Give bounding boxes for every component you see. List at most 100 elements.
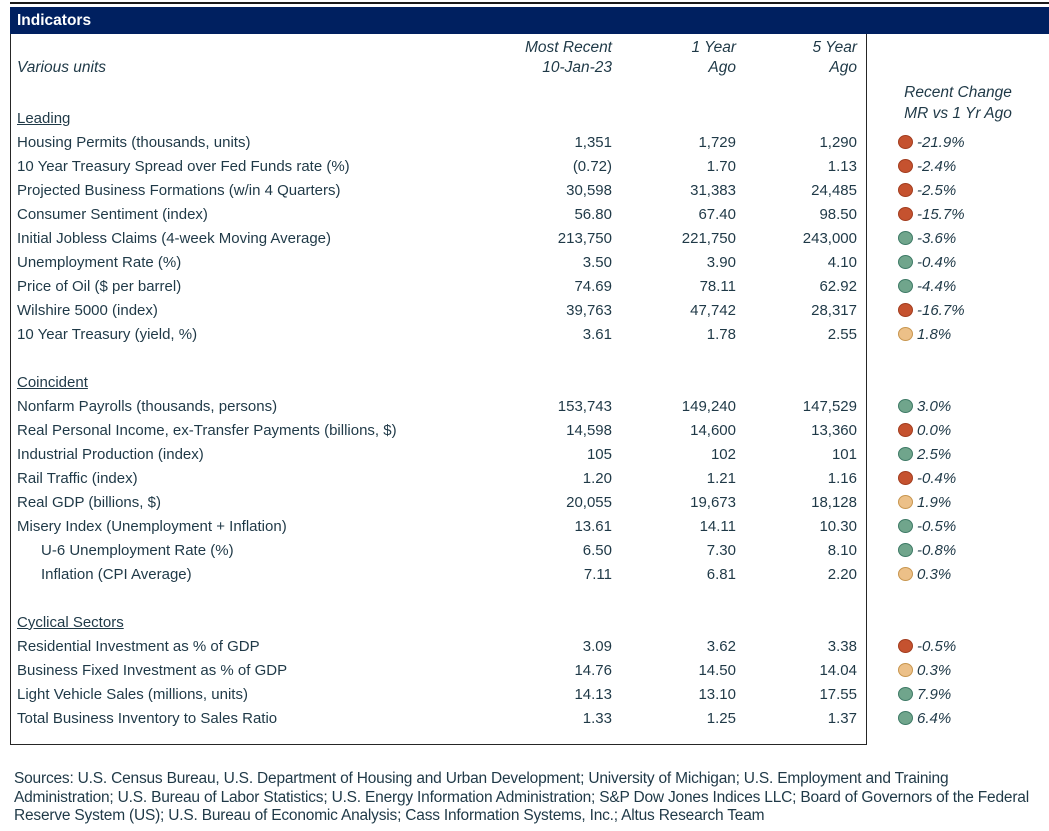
table-row: Misery Index (Unemployment + Inflation) … — [10, 514, 1049, 538]
green-status-dot-icon — [898, 231, 913, 245]
green-status-dot-icon — [898, 687, 913, 701]
recent-change-cell: 6.4% — [857, 710, 1049, 727]
recent-change-cell: -2.5% — [857, 182, 1049, 199]
indicator-label: Wilshire 5000 (index) — [17, 301, 158, 319]
table-row: Business Fixed Investment as % of GDP 14… — [10, 658, 1049, 682]
value-1-year-ago: 1.78 — [706, 325, 736, 343]
value-most-recent: 14.76 — [574, 661, 612, 679]
recent-change-cell: 0.0% — [857, 422, 1049, 439]
value-most-recent: 14.13 — [574, 685, 612, 703]
red-status-dot-icon — [898, 303, 913, 317]
value-1-year-ago: 14,600 — [690, 421, 736, 439]
value-1-year-ago: 13.10 — [698, 685, 736, 703]
table-row: Nonfarm Payrolls (thousands, persons) 15… — [10, 394, 1049, 418]
recent-change-cell: 3.0% — [857, 398, 1049, 415]
green-status-dot-icon — [898, 255, 913, 269]
change-percent: -0.5% — [917, 517, 957, 535]
value-1-year-ago: 1,729 — [698, 133, 736, 151]
change-percent: 2.5% — [917, 445, 952, 463]
value-most-recent: 14,598 — [566, 421, 612, 439]
value-most-recent: 39,763 — [566, 301, 612, 319]
table-row: Price of Oil ($ per barrel) 74.69 78.11 … — [10, 274, 1049, 298]
value-most-recent: 3.61 — [582, 325, 612, 343]
value-5-year-ago: 10.30 — [819, 517, 857, 535]
change-percent: 6.4% — [917, 709, 952, 727]
recent-change-cell: -0.4% — [857, 470, 1049, 487]
change-percent: 1.9% — [917, 493, 952, 511]
value-1-year-ago: 102 — [710, 445, 736, 463]
value-5-year-ago: 101 — [831, 445, 857, 463]
value-5-year-ago: 2.55 — [827, 325, 857, 343]
recent-change-cell: 7.9% — [857, 686, 1049, 703]
change-percent: -15.7% — [917, 205, 965, 223]
change-percent: 3.0% — [917, 397, 952, 415]
column-header-most-recent: Most Recent 10-Jan-23 — [10, 38, 612, 78]
value-1-year-ago: 14.50 — [698, 661, 736, 679]
column-header-line: Ago — [829, 59, 857, 76]
value-most-recent: 1,351 — [574, 133, 612, 151]
green-status-dot-icon — [898, 543, 913, 557]
change-percent: 0.0% — [917, 421, 952, 439]
indicator-label: Industrial Production (index) — [17, 445, 204, 463]
green-status-dot-icon — [898, 519, 913, 533]
column-header-line: MR vs 1 Yr Ago — [904, 105, 1012, 122]
indicator-label: Residential Investment as % of GDP — [17, 637, 260, 655]
change-percent: 0.3% — [917, 565, 952, 583]
column-header-line: Recent Change — [904, 84, 1012, 101]
value-1-year-ago: 3.62 — [706, 637, 736, 655]
change-percent: -0.4% — [917, 253, 957, 271]
indicator-label: Initial Jobless Claims (4-week Moving Av… — [17, 229, 332, 247]
value-5-year-ago: 24,485 — [811, 181, 857, 199]
units-label: Various units — [17, 59, 107, 76]
value-5-year-ago: 18,128 — [811, 493, 857, 511]
table-row: 10 Year Treasury (yield, %) 3.61 1.78 2.… — [10, 322, 1049, 346]
table-row: 10 Year Treasury Spread over Fed Funds r… — [10, 154, 1049, 178]
page-title: Indicators — [17, 12, 92, 29]
value-5-year-ago: 1,290 — [819, 133, 857, 151]
value-5-year-ago: 243,000 — [802, 229, 857, 247]
value-5-year-ago: 28,317 — [811, 301, 857, 319]
column-header-line: Ago — [708, 59, 736, 76]
indicator-label: Consumer Sentiment (index) — [17, 205, 208, 223]
column-header-recent-change: Recent Change MR vs 1 Yr Ago — [867, 82, 1049, 124]
table-row: Housing Permits (thousands, units) 1,351… — [10, 130, 1049, 154]
change-percent: -2.4% — [917, 157, 957, 175]
indicator-label: Real Personal Income, ex-Transfer Paymen… — [17, 421, 397, 439]
recent-change-cell: -21.9% — [857, 134, 1049, 151]
value-5-year-ago: 13,360 — [811, 421, 857, 439]
recent-change-cell: 1.9% — [857, 494, 1049, 511]
indicator-label: Rail Traffic (index) — [17, 469, 138, 487]
recent-change-cell: -0.8% — [857, 542, 1049, 559]
indicator-label: Nonfarm Payrolls (thousands, persons) — [17, 397, 278, 415]
green-status-dot-icon — [898, 279, 913, 293]
change-percent: 7.9% — [917, 685, 952, 703]
value-5-year-ago: 147,529 — [802, 397, 857, 415]
value-most-recent: 105 — [586, 445, 612, 463]
value-5-year-ago: 8.10 — [827, 541, 857, 559]
value-5-year-ago: 2.20 — [827, 565, 857, 583]
table-row: Unemployment Rate (%) 3.50 3.90 4.10 -0.… — [10, 250, 1049, 274]
table-row: Rail Traffic (index) 1.20 1.21 1.16 -0.4… — [10, 466, 1049, 490]
recent-change-cell: -4.4% — [857, 278, 1049, 295]
indicator-label: Real GDP (billions, $) — [17, 493, 161, 511]
red-status-dot-icon — [898, 159, 913, 173]
indicator-label: 10 Year Treasury Spread over Fed Funds r… — [17, 157, 350, 175]
indicator-label: Unemployment Rate (%) — [17, 253, 182, 271]
table-row: Projected Business Formations (w/in 4 Qu… — [10, 178, 1049, 202]
value-most-recent: 1.20 — [582, 469, 612, 487]
orange-status-dot-icon — [898, 495, 913, 509]
table-row: Residential Investment as % of GDP 3.09 … — [10, 634, 1049, 658]
section-header-label: Cyclical Sectors — [17, 613, 124, 631]
red-status-dot-icon — [898, 207, 913, 221]
indicator-label: Misery Index (Unemployment + Inflation) — [17, 517, 287, 535]
section-header-row: Cyclical Sectors — [10, 610, 1049, 634]
value-5-year-ago: 3.38 — [827, 637, 857, 655]
value-most-recent: 13.61 — [574, 517, 612, 535]
value-5-year-ago: 98.50 — [819, 205, 857, 223]
value-1-year-ago: 1.25 — [706, 709, 736, 727]
change-percent: -21.9% — [917, 133, 965, 151]
change-percent: -3.6% — [917, 229, 957, 247]
table-row: Light Vehicle Sales (millions, units) 14… — [10, 682, 1049, 706]
indicator-rows: Leading Housing Permits (thousands, unit… — [10, 106, 1049, 730]
